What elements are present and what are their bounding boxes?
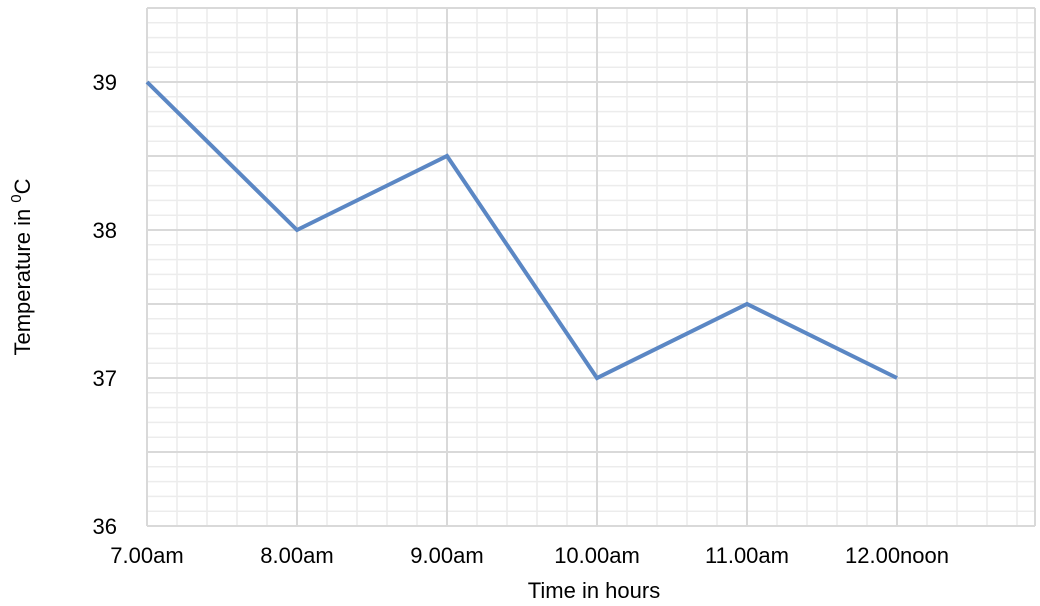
x-tick-labels: 7.00am 8.00am 9.00am 10.00am 11.00am 12.00noo…	[110, 543, 949, 568]
y-tick-label: 39	[93, 70, 117, 95]
x-tick-label: 8.00am	[260, 543, 333, 568]
x-tick-label: 7.00am	[110, 543, 183, 568]
major-gridlines	[146, 7, 1036, 527]
x-tick-label: 11.00am	[705, 543, 789, 568]
y-tick-label: 36	[93, 514, 117, 539]
x-axis-title: Time in hours	[528, 578, 660, 603]
y-axis-title-prefix: Temperature in	[10, 203, 35, 356]
y-axis-title: Temperature in 0C	[8, 178, 35, 355]
y-axis-title-superscript: 0	[8, 194, 25, 202]
y-axis-title-unit: C	[10, 178, 35, 194]
series-layer	[145, 80, 898, 381]
y-tick-label: 38	[93, 218, 117, 243]
y-tick-label: 37	[93, 366, 117, 391]
x-tick-label: 9.00am	[410, 543, 483, 568]
minor-gridlines	[146, 7, 1035, 527]
x-tick-label: 12.00noon	[845, 543, 949, 568]
x-tick-label: 10.00am	[554, 543, 640, 568]
series-line	[145, 80, 898, 381]
y-tick-labels: 36 37 38 39	[93, 70, 117, 539]
